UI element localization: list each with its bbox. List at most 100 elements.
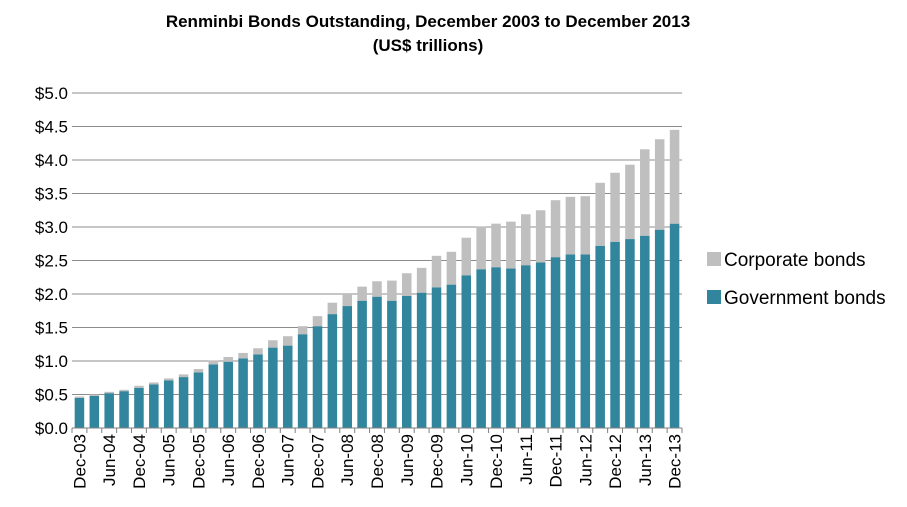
bar-corporate-bonds bbox=[163, 378, 174, 381]
x-tick-label: Jun-05 bbox=[160, 434, 179, 486]
x-tick-label: Dec-08 bbox=[368, 434, 387, 489]
y-tick-label: $0.0 bbox=[35, 419, 68, 438]
x-tick-label: Dec-13 bbox=[666, 434, 685, 489]
x-axis-ticks: Dec-03 Jun-04 Dec-04 Jun-05 Dec-05 Jun-06 Dec-… bbox=[70, 428, 685, 489]
bar-corporate-bonds bbox=[178, 374, 189, 378]
bar-government-bonds bbox=[208, 364, 219, 428]
x-tick-label: Jun-06 bbox=[219, 434, 238, 486]
bar-government-bonds bbox=[134, 387, 144, 428]
gridlines bbox=[72, 92, 682, 395]
bar-government-bonds bbox=[446, 284, 457, 428]
y-tick-label: $3.0 bbox=[35, 218, 68, 237]
bar-government-bonds bbox=[119, 391, 129, 428]
y-tick-label: $5.0 bbox=[35, 84, 68, 103]
bar-government-bonds bbox=[372, 296, 382, 428]
bar-corporate-bonds bbox=[521, 214, 531, 266]
bar-government-bonds bbox=[580, 254, 591, 428]
bar-government-bonds bbox=[476, 269, 486, 428]
bar-government-bonds bbox=[640, 235, 650, 428]
bar-government-bonds bbox=[178, 377, 189, 428]
y-tick-label: $4.0 bbox=[35, 151, 68, 170]
y-axis-ticks: $0.0 $0.5 $1.0 $1.5 $2.0 $2.5 $3.0 $3.5 $4.0 $4.5… bbox=[35, 84, 68, 438]
bar-corporate-bonds bbox=[223, 356, 233, 362]
bar-corporate-bonds bbox=[312, 316, 323, 327]
legend-label-corporate: Corporate bonds bbox=[724, 250, 866, 271]
bar-government-bonds bbox=[416, 292, 427, 428]
bar-government-bonds bbox=[193, 372, 204, 428]
bar-corporate-bonds bbox=[491, 223, 501, 268]
bar-corporate-bonds bbox=[238, 352, 248, 359]
x-tick-label: Dec-09 bbox=[428, 434, 447, 489]
x-tick-label: Dec-04 bbox=[130, 434, 149, 489]
bar-corporate-bonds bbox=[669, 129, 680, 224]
bar-corporate-bonds bbox=[297, 326, 308, 335]
x-tick-label: Dec-06 bbox=[249, 434, 268, 489]
bar-government-bonds bbox=[342, 306, 352, 428]
bar-government-bonds bbox=[104, 393, 114, 428]
x-tick-label: Jun-13 bbox=[636, 434, 655, 486]
bar-corporate-bonds bbox=[119, 389, 129, 392]
x-tick-label: Jun-12 bbox=[576, 434, 595, 486]
bar-corporate-bonds bbox=[193, 369, 204, 373]
bar-government-bonds bbox=[238, 358, 248, 428]
bar-corporate-bonds bbox=[74, 396, 85, 398]
bar-government-bonds bbox=[550, 257, 561, 428]
bar-corporate-bonds bbox=[372, 281, 382, 297]
bar-corporate-bonds bbox=[654, 139, 665, 230]
bar-government-bonds bbox=[625, 239, 635, 428]
chart-title: Renminbi Bonds Outstanding, December 200… bbox=[166, 12, 690, 31]
bar-corporate-bonds bbox=[565, 196, 576, 255]
bar-government-bonds bbox=[327, 314, 338, 428]
y-tick-label: $2.5 bbox=[35, 252, 68, 271]
bar-corporate-bonds bbox=[431, 255, 442, 288]
bar-corporate-bonds bbox=[610, 172, 620, 242]
x-tick-label: Jun-11 bbox=[517, 434, 536, 485]
bar-corporate-bonds bbox=[595, 182, 605, 246]
x-tick-label: Dec-07 bbox=[308, 434, 327, 489]
bar-government-bonds bbox=[163, 380, 174, 428]
bar-government-bonds bbox=[669, 223, 680, 428]
bar-corporate-bonds bbox=[416, 267, 427, 293]
bar-corporate-bonds bbox=[506, 221, 516, 269]
x-tick-label: Dec-12 bbox=[606, 434, 625, 489]
bar-government-bonds bbox=[253, 354, 263, 428]
x-tick-label: Jun-09 bbox=[398, 434, 417, 486]
bar-corporate-bonds bbox=[402, 273, 412, 297]
y-tick-label: $2.0 bbox=[35, 285, 68, 304]
legend-swatch-government bbox=[707, 290, 721, 304]
bar-corporate-bonds bbox=[208, 360, 219, 365]
y-tick-label: $3.5 bbox=[35, 185, 68, 204]
legend-label-government: Government bonds bbox=[724, 288, 886, 309]
bar-government-bonds bbox=[535, 262, 546, 428]
bar-corporate-bonds bbox=[282, 336, 293, 346]
bar-government-bonds bbox=[491, 267, 501, 428]
bar-corporate-bonds bbox=[580, 196, 591, 255]
bar-corporate-bonds bbox=[342, 294, 352, 307]
bar-corporate-bonds bbox=[550, 200, 561, 258]
bar-government-bonds bbox=[461, 275, 472, 428]
bar-corporate-bonds bbox=[357, 286, 367, 301]
bar-government-bonds bbox=[387, 300, 397, 428]
bar-government-bonds bbox=[595, 245, 605, 428]
bar-corporate-bonds bbox=[535, 210, 546, 263]
bar-corporate-bonds bbox=[149, 382, 159, 385]
bar-corporate-bonds bbox=[625, 164, 635, 240]
bar-corporate-bonds bbox=[446, 251, 457, 285]
x-tick-label: Jun-04 bbox=[100, 434, 119, 486]
bars bbox=[74, 129, 680, 428]
x-tick-label: Dec-05 bbox=[189, 434, 208, 489]
bar-corporate-bonds bbox=[640, 149, 650, 236]
bar-government-bonds bbox=[297, 334, 308, 428]
bar-government-bonds bbox=[506, 268, 516, 428]
bar-government-bonds bbox=[654, 229, 665, 428]
y-tick-label: $4.5 bbox=[35, 118, 68, 137]
bar-government-bonds bbox=[312, 326, 323, 428]
legend: Corporate bonds Government bonds bbox=[707, 250, 886, 309]
bar-government-bonds bbox=[149, 384, 159, 428]
bar-government-bonds bbox=[521, 265, 531, 428]
x-tick-label: Jun-10 bbox=[457, 434, 476, 486]
bar-government-bonds bbox=[431, 287, 442, 428]
bar-corporate-bonds bbox=[461, 237, 472, 276]
x-tick-label: Jun-07 bbox=[279, 434, 298, 486]
